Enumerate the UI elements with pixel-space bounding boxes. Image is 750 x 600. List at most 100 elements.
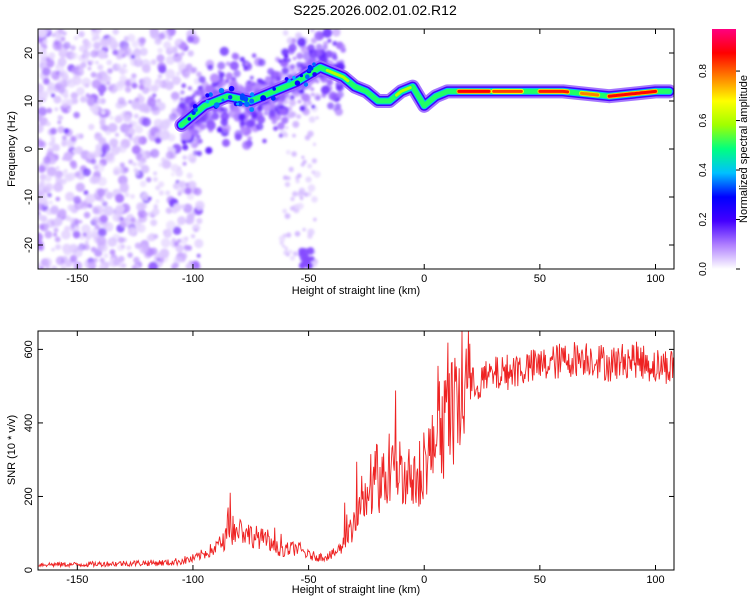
noise-speckle [46,166,57,177]
noise-speckle [189,157,196,164]
ridge-spot [249,107,255,112]
noise-speckle [139,244,149,255]
ridge-spot [213,102,220,108]
noise-speckle [74,171,80,178]
noise-speckle [69,217,76,224]
noise-speckle [124,192,130,198]
snr-ytick-label: 200 [23,487,35,505]
noise-speckle [60,178,67,185]
noise-speckle [112,29,119,35]
noise-speckle [167,35,173,41]
noise-speckle [336,92,342,98]
noise-speckle [38,99,43,107]
noise-speckle [205,84,213,93]
noise-speckle [43,182,54,193]
noise-speckle [169,113,177,121]
spectrogram-xtick-label: 50 [534,273,546,285]
noise-speckle [99,257,105,263]
noise-speckle [289,99,296,107]
noise-speckle [65,191,75,202]
noise-speckle [302,159,307,164]
noise-speckle [125,126,136,137]
noise-speckle [84,83,90,88]
noise-speckle [168,46,174,52]
noise-speckle [88,123,95,131]
noise-speckle [184,236,189,241]
noise-speckle [90,246,97,253]
noise-speckle [247,136,253,141]
noise-speckle [87,66,92,71]
noise-speckle [43,45,48,49]
figure-title: S225.2026.002.01.02.R12 [293,2,457,18]
noise-speckle [106,81,111,86]
noise-speckle [96,235,107,246]
noise-speckle [278,235,286,242]
noise-speckle [108,261,115,267]
noise-speckle [131,229,136,233]
noise-speckle [90,71,97,78]
noise-speckle [251,53,257,58]
noise-speckle [116,63,122,69]
noise-speckle [297,173,302,178]
noise-speckle [70,66,79,75]
noise-speckle [50,206,59,215]
noise-speckle [176,71,181,76]
noise-speckle [42,257,53,267]
noise-speckle [270,102,276,109]
noise-speckle [243,66,248,71]
noise-speckle [119,113,124,118]
snr-xtick-label: 50 [534,574,546,586]
noise-speckle [71,98,79,105]
noise-speckle [66,78,77,88]
noise-speckle [170,172,175,177]
noise-speckle [277,122,285,130]
noise-speckle [307,191,312,197]
ridge-spot [192,104,198,109]
noise-speckle [84,240,89,245]
noise-speckle [61,229,71,240]
noise-speckle [157,74,163,79]
noise-speckle [282,30,289,36]
noise-speckle [233,69,241,78]
snr-line [38,331,674,569]
noise-speckle [264,75,272,84]
noise-speckle [104,152,114,162]
ridge-hot-core [580,91,600,97]
noise-speckle [85,193,96,204]
noise-speckle [107,122,118,133]
ridge-spot [270,95,276,101]
ridge-hot-core [395,86,412,97]
noise-speckle [103,253,109,259]
noise-speckle [38,106,47,117]
noise-speckle [191,142,198,149]
noise-speckle [67,204,75,212]
noise-speckle [154,37,162,45]
noise-speckle [83,211,91,219]
noise-speckle [63,128,70,134]
noise-speckle [39,58,48,67]
noise-speckle [242,140,252,150]
noise-speckle [299,105,306,112]
noise-speckle [311,196,318,203]
noise-speckle [219,46,229,56]
noise-speckle [298,247,306,255]
noise-speckle [50,135,56,141]
noise-speckle [157,47,163,54]
noise-speckle [117,97,126,105]
noise-speckle [153,171,158,176]
noise-speckle [38,165,46,173]
noise-speckle [325,50,333,58]
noise-speckle [132,48,142,58]
noise-speckle [57,115,63,120]
noise-speckle [282,208,288,214]
noise-speckle [327,102,335,110]
noise-speckle [302,227,306,232]
noise-speckle [85,93,91,98]
noise-speckle [328,91,338,101]
noise-speckle [286,58,291,63]
noise-speckle [292,133,296,138]
ridge-spot [294,80,301,86]
noise-speckle [164,80,174,91]
noise-speckle [198,76,206,84]
noise-speckle [70,92,79,100]
